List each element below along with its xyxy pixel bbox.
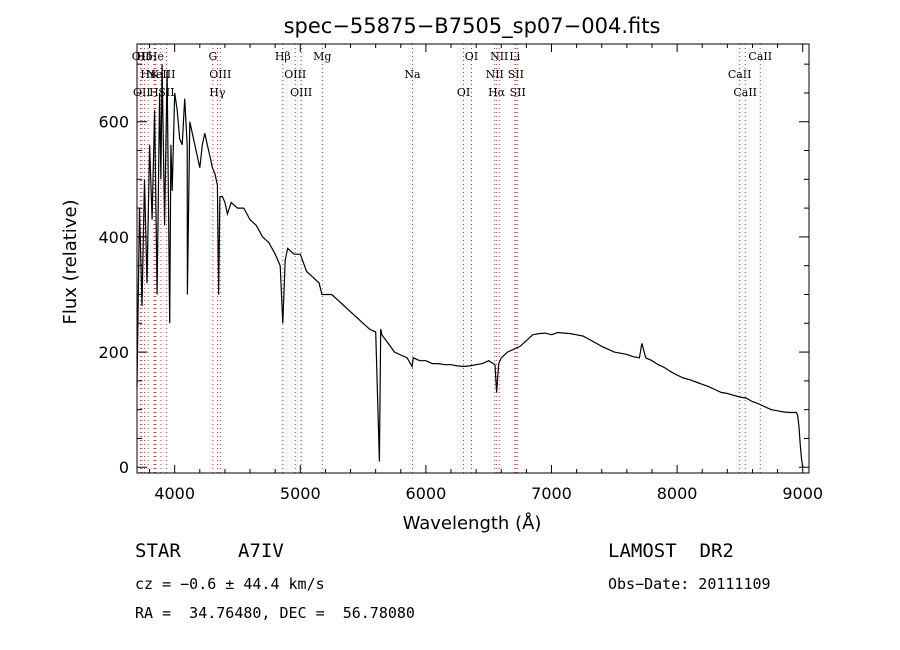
spectral-line-label: Hβ (275, 50, 291, 63)
spectral-line-label: OIII (284, 68, 306, 81)
spectral-line-label: CaII (748, 50, 772, 63)
x-tick-label: 8000 (657, 484, 698, 503)
spectral-line-label: G (208, 50, 217, 63)
y-tick-label: 400 (98, 228, 129, 247)
plot-frame (136, 43, 810, 474)
spectral-line-label: H (149, 86, 159, 99)
spectral-line-label: Na (404, 68, 421, 81)
spectrum-series-line (136, 64, 804, 468)
spectral-line-label: CaII (728, 68, 752, 81)
spectral-line-label: Hα (488, 86, 506, 99)
object-class: STAR (135, 540, 181, 562)
spectral-line-label: NII (490, 50, 508, 63)
x-tick-label: 7000 (531, 484, 572, 503)
chart-title: spec−55875−B7505_sp07−004.fits (284, 14, 661, 39)
spectral-line-label: He (148, 50, 164, 63)
y-tick-label: 200 (98, 343, 129, 362)
spectral-line-label: NeIII (146, 68, 175, 81)
spectral-line-label: OI (465, 50, 478, 63)
y-tick-label: 0 (119, 458, 129, 477)
spectral-line-label: OIII (290, 86, 312, 99)
x-tick-label: 5000 (280, 484, 321, 503)
spectral-line-label: SII (508, 68, 524, 81)
x-tick-label: 4000 (154, 484, 195, 503)
y-tick-label: 600 (98, 113, 129, 132)
spectral-line-label: Hδ (136, 50, 153, 63)
spectral-lines-layer: HδKOIIHeNeIIISIIOIIHεHGOIIIHγHβOIIIOIIIM… (132, 44, 772, 473)
y-axis-label: Flux (relative) (60, 199, 81, 324)
spectral-line-label: CaII (733, 86, 757, 99)
spectral-line-label: NII (486, 68, 504, 81)
spectral-line-label: Mg (313, 50, 331, 63)
spectral-line-label: Hε (140, 68, 156, 81)
spectral-line-label: OI (457, 86, 470, 99)
coordinates: RA = 34.76480, DEC = 56.78080 (135, 604, 415, 622)
x-tick-label: 6000 (406, 484, 447, 503)
survey-name: LAMOST DR2 (608, 540, 734, 562)
x-tick-label: 9000 (782, 484, 823, 503)
spectral-line-label: OII (132, 50, 150, 63)
spectral-line-label: K (151, 68, 160, 81)
x-axis-label: Wavelength (Å) (403, 512, 542, 534)
spectral-line-label: Li (509, 50, 520, 63)
axis-ticks-layer: 4000 5000 6000 7000 8000 9000 0 200 400 600 (98, 44, 823, 503)
redshift-cz: cz = −0.6 ± 44.4 km/s (135, 575, 325, 593)
observation-date: Obs−Date: 20111109 (608, 575, 771, 593)
spectral-line-label: OIII (209, 68, 231, 81)
object-subclass: A7IV (238, 540, 284, 562)
spectral-line-label: Hγ (209, 86, 226, 99)
spectral-line-label: SII (510, 86, 526, 99)
